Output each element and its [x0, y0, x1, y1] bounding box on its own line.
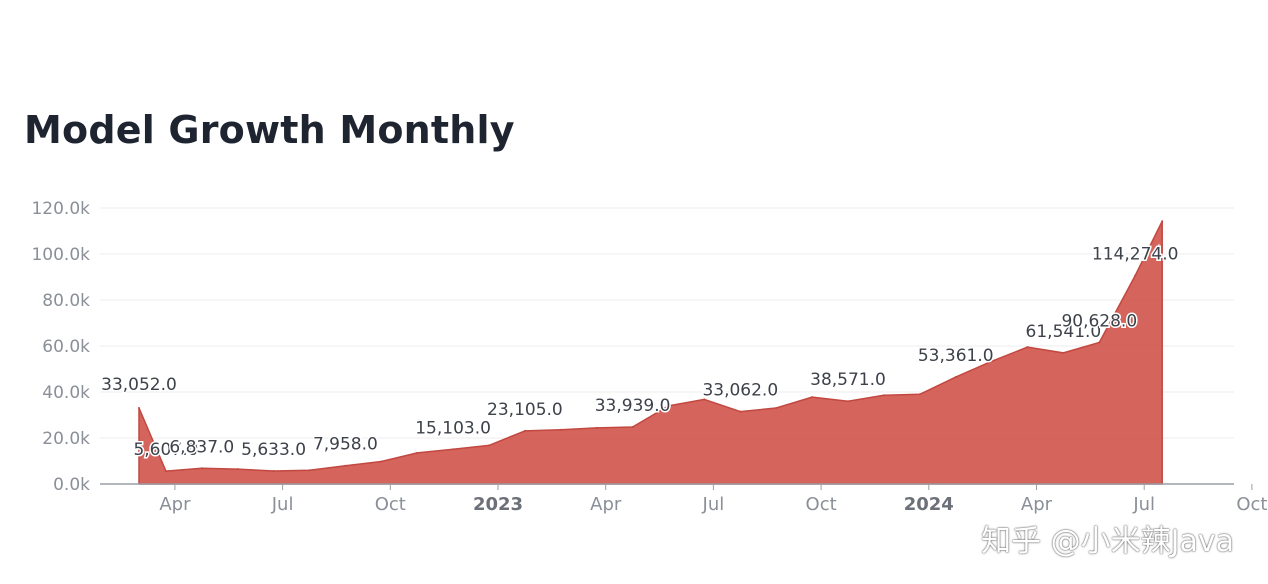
data-point [595, 426, 598, 429]
data-label: 114,274.0 [1092, 245, 1179, 265]
data-point [236, 468, 239, 471]
data-point [416, 451, 419, 454]
data-label: 90,628.0 [1061, 312, 1137, 332]
data-label: 33,052.0 [101, 375, 177, 395]
data-point [703, 398, 706, 401]
data-point [344, 464, 347, 467]
x-tick-label: Jul [271, 494, 294, 515]
area-series [138, 220, 1164, 485]
watermark: 知乎 @小米辣Java [981, 524, 1234, 559]
data-point [1098, 341, 1101, 344]
x-tick-label: 2023 [473, 494, 523, 515]
data-point [847, 400, 849, 403]
data-point [1062, 351, 1065, 354]
y-tick-label: 0.0k [53, 475, 90, 495]
data-point [164, 470, 167, 473]
y-tick-label: 120.0k [31, 199, 90, 219]
x-tick-label: 2024 [904, 494, 954, 515]
data-point [272, 470, 275, 472]
x-tick-label: Apr [1021, 494, 1053, 515]
data-point [918, 393, 921, 396]
data-label: 38,571.0 [810, 370, 886, 390]
x-tick-label: Oct [1236, 494, 1267, 515]
chart-title: Model Growth Monthly [24, 108, 515, 152]
data-point [739, 410, 742, 413]
data-point [523, 429, 526, 432]
data-point [667, 404, 670, 407]
data-point [1134, 274, 1137, 277]
data-point [452, 448, 455, 451]
data-point [1026, 346, 1029, 349]
data-label: 5,607.0 [133, 440, 198, 460]
data-label: 23,105.0 [487, 400, 563, 420]
data-label: 15,103.0 [415, 418, 491, 438]
y-tick-label: 80.0k [42, 291, 90, 311]
grid-lines [100, 207, 1234, 439]
y-tick-label: 20.0k [42, 429, 90, 449]
data-point [990, 360, 993, 363]
data-label: 33,062.0 [702, 381, 778, 401]
y-tick-label: 100.0k [31, 245, 90, 265]
data-labels: 33,052.0 5,607.06,837.0 5,633.0 7,958.0 15,1… [100, 243, 1180, 462]
data-point [488, 444, 490, 447]
x-tick-label: Oct [806, 494, 837, 515]
y-tick-label: 60.0k [42, 337, 90, 357]
data-point [954, 376, 957, 379]
data-label: 7,958.0 [313, 435, 378, 455]
data-label: 33,939.0 [595, 396, 671, 416]
data-label: 53,361.0 [918, 346, 994, 366]
data-point [882, 394, 885, 397]
data-point [380, 460, 383, 463]
x-tick-label: Oct [375, 494, 406, 515]
x-tick-label: Jul [702, 494, 725, 515]
data-point [138, 407, 140, 409]
x-tick-label: Jul [1132, 494, 1155, 515]
x-tick-label: Apr [590, 494, 622, 515]
data-point [308, 469, 311, 472]
data-label: 6,837.0 [169, 437, 234, 457]
data-point [1161, 220, 1164, 223]
data-point [559, 428, 562, 431]
x-tick-label: Apr [159, 494, 191, 515]
data-label: 5,633.0 [241, 440, 306, 460]
data-label: 61,541.0 [1026, 322, 1102, 342]
data-point [200, 467, 203, 470]
y-tick-label: 40.0k [42, 383, 90, 403]
data-point [811, 396, 814, 399]
data-point [631, 426, 634, 428]
axes: 0.0k 20.0k 40.0k 60.0k 80.0k 100.0k 120.0k Apr J… [31, 199, 1267, 515]
data-point [775, 407, 778, 409]
